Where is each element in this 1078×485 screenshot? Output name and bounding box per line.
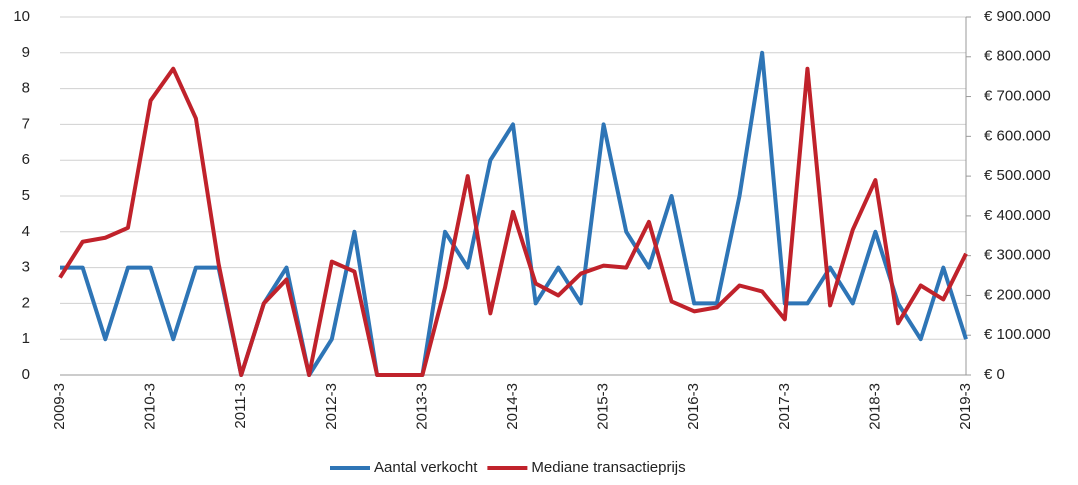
y2-tick-label: € 700.000 bbox=[984, 88, 1051, 105]
y2-tick-label: € 500.000 bbox=[984, 167, 1051, 184]
x-tick-label: 2013-3 bbox=[413, 383, 430, 430]
x-tick-label: 2018-3 bbox=[866, 383, 883, 430]
x-tick-label: 2015-3 bbox=[595, 383, 612, 430]
y2-tick-label: € 0 bbox=[984, 366, 1005, 383]
y-tick-label: 0 bbox=[22, 366, 30, 383]
x-tick-label: 2017-3 bbox=[776, 383, 793, 430]
x-tick-label: 2010-3 bbox=[142, 383, 159, 430]
y-tick-label: 8 bbox=[22, 80, 30, 97]
x-tick-label: 2014-3 bbox=[504, 383, 521, 430]
y-tick-label: 6 bbox=[22, 151, 30, 168]
y-tick-label: 4 bbox=[22, 223, 30, 240]
x-tick-label: 2011-3 bbox=[232, 383, 249, 429]
y-tick-label: 10 bbox=[13, 8, 30, 25]
y2-tick-label: € 200.000 bbox=[984, 286, 1051, 303]
y-tick-label: 1 bbox=[22, 330, 30, 347]
x-tick-label: 2009-3 bbox=[51, 383, 68, 430]
y2-tick-label: € 900.000 bbox=[984, 8, 1051, 25]
y2-tick-label: € 100.000 bbox=[984, 326, 1051, 343]
y-tick-label: 5 bbox=[22, 187, 30, 204]
y2-tick-label: € 400.000 bbox=[984, 207, 1051, 224]
y-tick-label: 7 bbox=[22, 115, 30, 132]
x-tick-label: 2016-3 bbox=[685, 383, 702, 430]
y2-tick-label: € 300.000 bbox=[984, 247, 1051, 264]
y2-tick-label: € 800.000 bbox=[984, 48, 1051, 65]
legend-label: Aantal verkocht bbox=[374, 459, 478, 476]
legend-label: Mediane transactieprijs bbox=[531, 459, 685, 476]
x-tick-label: 2012-3 bbox=[323, 383, 340, 430]
y-tick-label: 3 bbox=[22, 259, 30, 276]
y-tick-label: 9 bbox=[22, 44, 30, 61]
y-tick-label: 2 bbox=[22, 294, 30, 311]
y2-tick-label: € 600.000 bbox=[984, 127, 1051, 144]
series-line bbox=[58, 66, 968, 377]
series-line bbox=[60, 50, 968, 377]
x-tick-label: 2019-3 bbox=[957, 383, 974, 430]
